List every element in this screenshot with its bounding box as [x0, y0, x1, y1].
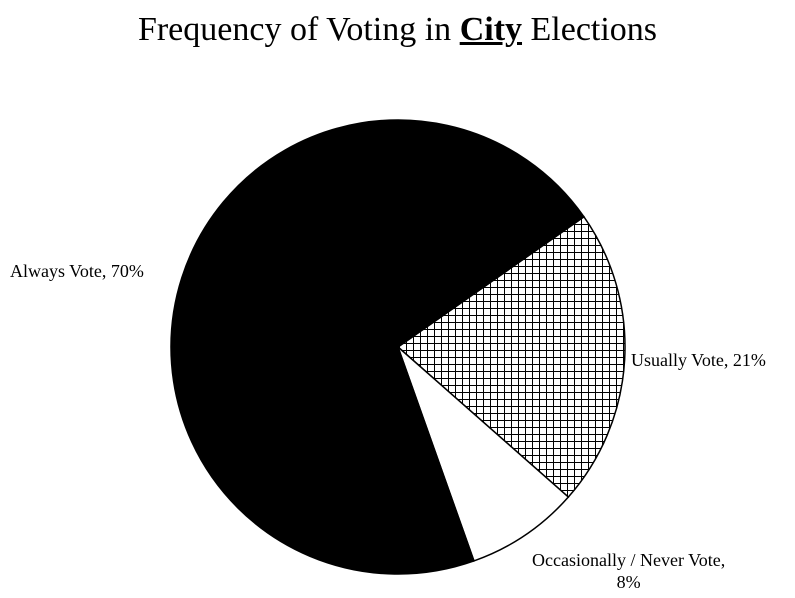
slice-label-occasionally-line1: Occasionally / Never Vote, [532, 550, 726, 570]
slice-label-always-vote: Always Vote, 70% [10, 261, 144, 281]
chart-title-emphasis: City [459, 11, 523, 48]
slice-label-occasionally-never-vote: Occasionally / Never Vote, 8% [532, 549, 725, 593]
slice-label-usually-vote: Usually Vote, 21% [631, 350, 766, 370]
chart-title: Frequency of Voting in City Elections [0, 10, 795, 50]
slice-always-vote [170, 119, 585, 575]
slice-label-occasionally-line2: 8% [616, 572, 641, 592]
slice-usually-vote [396, 215, 626, 499]
chart-title-suffix: Elections [522, 11, 658, 48]
chart-title-prefix: Frequency of Voting in [137, 11, 460, 48]
slice-occasionally-never-vote [396, 344, 570, 562]
